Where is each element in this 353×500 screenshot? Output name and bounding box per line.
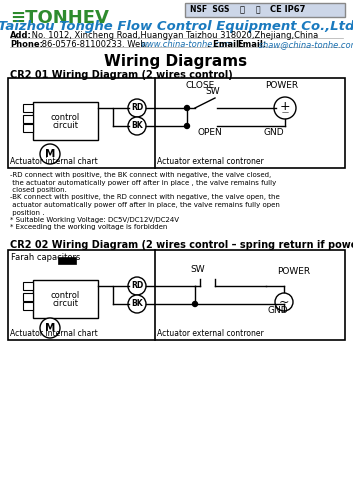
Bar	[8, 250, 345, 340]
Text: ≡TONHEV: ≡TONHEV	[10, 9, 109, 27]
Text: Actuator external controner: Actuator external controner	[157, 157, 264, 166]
Text: Ⓛ: Ⓛ	[256, 6, 261, 15]
Text: -RD connect with positive, the BK connect with negative, the valve closed,: -RD connect with positive, the BK connec…	[10, 172, 271, 178]
Text: BK: BK	[131, 300, 143, 308]
Circle shape	[128, 277, 146, 295]
Bar	[23, 115, 33, 123]
Bar	[23, 282, 33, 290]
Text: the actuator automatically power off after in place , the valve remains fully: the actuator automatically power off aft…	[10, 180, 276, 186]
Text: Actuator external controner: Actuator external controner	[157, 329, 264, 338]
Bar	[33, 280, 98, 318]
Circle shape	[40, 144, 60, 164]
Text: SW: SW	[190, 265, 205, 274]
Text: M: M	[45, 323, 55, 333]
Text: ~: ~	[279, 296, 289, 308]
Circle shape	[275, 293, 293, 311]
Text: control: control	[51, 290, 80, 300]
Text: www.china-tonhe.com: www.china-tonhe.com	[140, 40, 233, 49]
Text: No. 1012, Xincheng Road,Huangyan Taizhou 318020,Zhejiang,China: No. 1012, Xincheng Road,Huangyan Taizhou…	[29, 31, 318, 40]
Text: Taizhou Tonghe Flow Control Equipment Co.,Ltd: Taizhou Tonghe Flow Control Equipment Co…	[0, 20, 353, 33]
Text: . Email:: . Email:	[207, 40, 245, 49]
Text: * Exceeding the working voltage is forbidden: * Exceeding the working voltage is forbi…	[10, 224, 167, 230]
Text: RD: RD	[131, 104, 143, 112]
Text: OPEN: OPEN	[197, 128, 222, 137]
Text: RD: RD	[131, 282, 143, 290]
Text: M: M	[45, 149, 55, 159]
Text: Ⓡ: Ⓡ	[240, 6, 245, 15]
Text: circuit: circuit	[53, 120, 78, 130]
Bar	[23, 104, 33, 112]
Circle shape	[128, 117, 146, 135]
Text: -BK connect with positive, the RD connect with negative, the valve open, the: -BK connect with positive, the RD connec…	[10, 194, 280, 200]
Text: POWER: POWER	[277, 267, 310, 276]
Text: circuit: circuit	[53, 298, 78, 308]
Text: CR2 01 Wiring Diagram (2 wires control): CR2 01 Wiring Diagram (2 wires control)	[10, 70, 233, 80]
Bar	[23, 302, 33, 310]
Text: Actuator internal chart: Actuator internal chart	[10, 157, 98, 166]
Text: BK: BK	[131, 122, 143, 130]
Text: Email:: Email:	[237, 40, 266, 49]
Bar	[58, 257, 76, 264]
Circle shape	[40, 318, 60, 338]
Text: Farah capacitors: Farah capacitors	[11, 253, 80, 262]
Text: Phone:: Phone:	[10, 40, 43, 49]
Text: control: control	[51, 112, 80, 122]
Bar	[8, 78, 345, 168]
Circle shape	[128, 99, 146, 117]
Text: CE IP67: CE IP67	[270, 6, 305, 15]
Bar	[23, 293, 33, 301]
Circle shape	[185, 106, 190, 110]
Text: SW: SW	[205, 87, 220, 96]
Text: closed position.: closed position.	[10, 187, 67, 193]
Text: Wiring Diagrams: Wiring Diagrams	[104, 54, 247, 69]
Text: —: —	[281, 109, 288, 115]
Text: * Suitable Working Voltage: DC5V/DC12V/DC24V: * Suitable Working Voltage: DC5V/DC12V/D…	[10, 217, 179, 223]
FancyBboxPatch shape	[185, 3, 345, 17]
Text: shaw@china-tonhe.com: shaw@china-tonhe.com	[256, 40, 353, 49]
Text: NSF  SGS: NSF SGS	[190, 6, 229, 15]
Text: CR2 02 Wiring Diagram (2 wires control – spring return if power failure): CR2 02 Wiring Diagram (2 wires control –…	[10, 240, 353, 250]
Text: POWER: POWER	[265, 81, 298, 90]
Circle shape	[128, 295, 146, 313]
Bar	[33, 102, 98, 140]
Circle shape	[274, 97, 296, 119]
Text: 86-0576-81100233. Web:: 86-0576-81100233. Web:	[39, 40, 151, 49]
Text: CLOSE: CLOSE	[185, 81, 214, 90]
Text: Add:: Add:	[10, 31, 32, 40]
Text: Actuator internal chart: Actuator internal chart	[10, 329, 98, 338]
Circle shape	[185, 124, 190, 128]
Text: position .: position .	[10, 210, 44, 216]
Text: GND: GND	[263, 128, 283, 137]
Bar	[23, 124, 33, 132]
Text: +: +	[280, 100, 290, 114]
Circle shape	[192, 302, 197, 306]
Text: actuator automatically power off after in place, the valve remains fully open: actuator automatically power off after i…	[10, 202, 280, 208]
Text: GND: GND	[267, 306, 288, 315]
